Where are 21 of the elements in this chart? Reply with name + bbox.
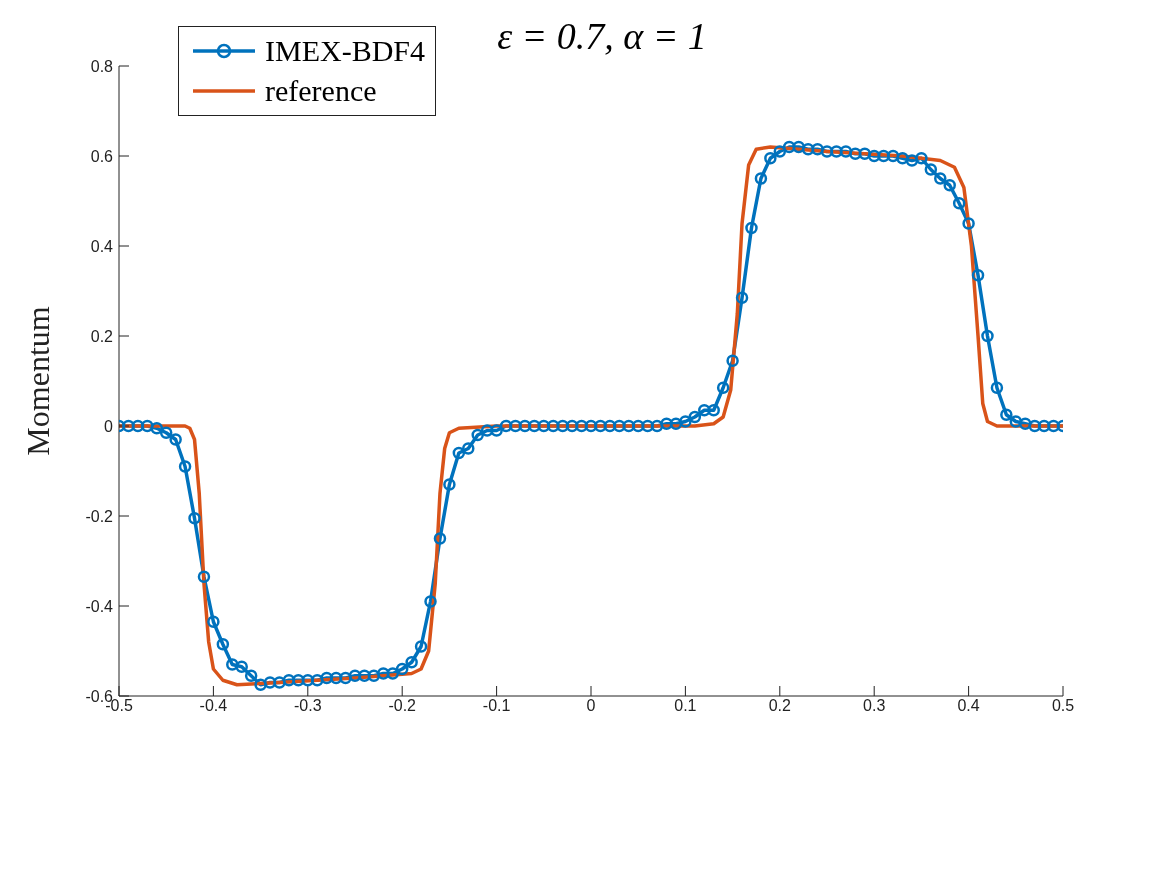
y-tick-label: 0 xyxy=(104,417,114,435)
x-tick-label: 0.1 xyxy=(674,697,697,715)
y-axis-title: Momentum xyxy=(20,306,57,456)
y-tick-label: -0.4 xyxy=(85,597,114,615)
x-tick-label: 0.3 xyxy=(863,697,886,715)
x-tick-label: 0.5 xyxy=(1051,697,1075,715)
chart-title: ε = 0.7, α = 1 xyxy=(497,15,707,57)
y-tick-label: 0.8 xyxy=(90,57,114,75)
y-tick-label: 0.2 xyxy=(90,327,114,345)
legend-label: reference xyxy=(265,74,377,108)
y-tick-label: -0.2 xyxy=(85,507,114,525)
legend-label: IMEX-BDF4 xyxy=(265,34,426,68)
x-tick-label: 0.4 xyxy=(957,697,980,715)
x-tick-label: 0 xyxy=(586,697,596,715)
x-tick-label: -0.2 xyxy=(388,697,417,715)
y-tick-label: 0.6 xyxy=(90,147,114,165)
x-tick-label: -0.4 xyxy=(199,697,228,715)
x-tick-label: 0.2 xyxy=(768,697,792,715)
x-tick-label: -0.1 xyxy=(482,697,511,715)
y-tick-label: 0.4 xyxy=(90,237,114,255)
x-tick-label: -0.3 xyxy=(294,697,322,715)
